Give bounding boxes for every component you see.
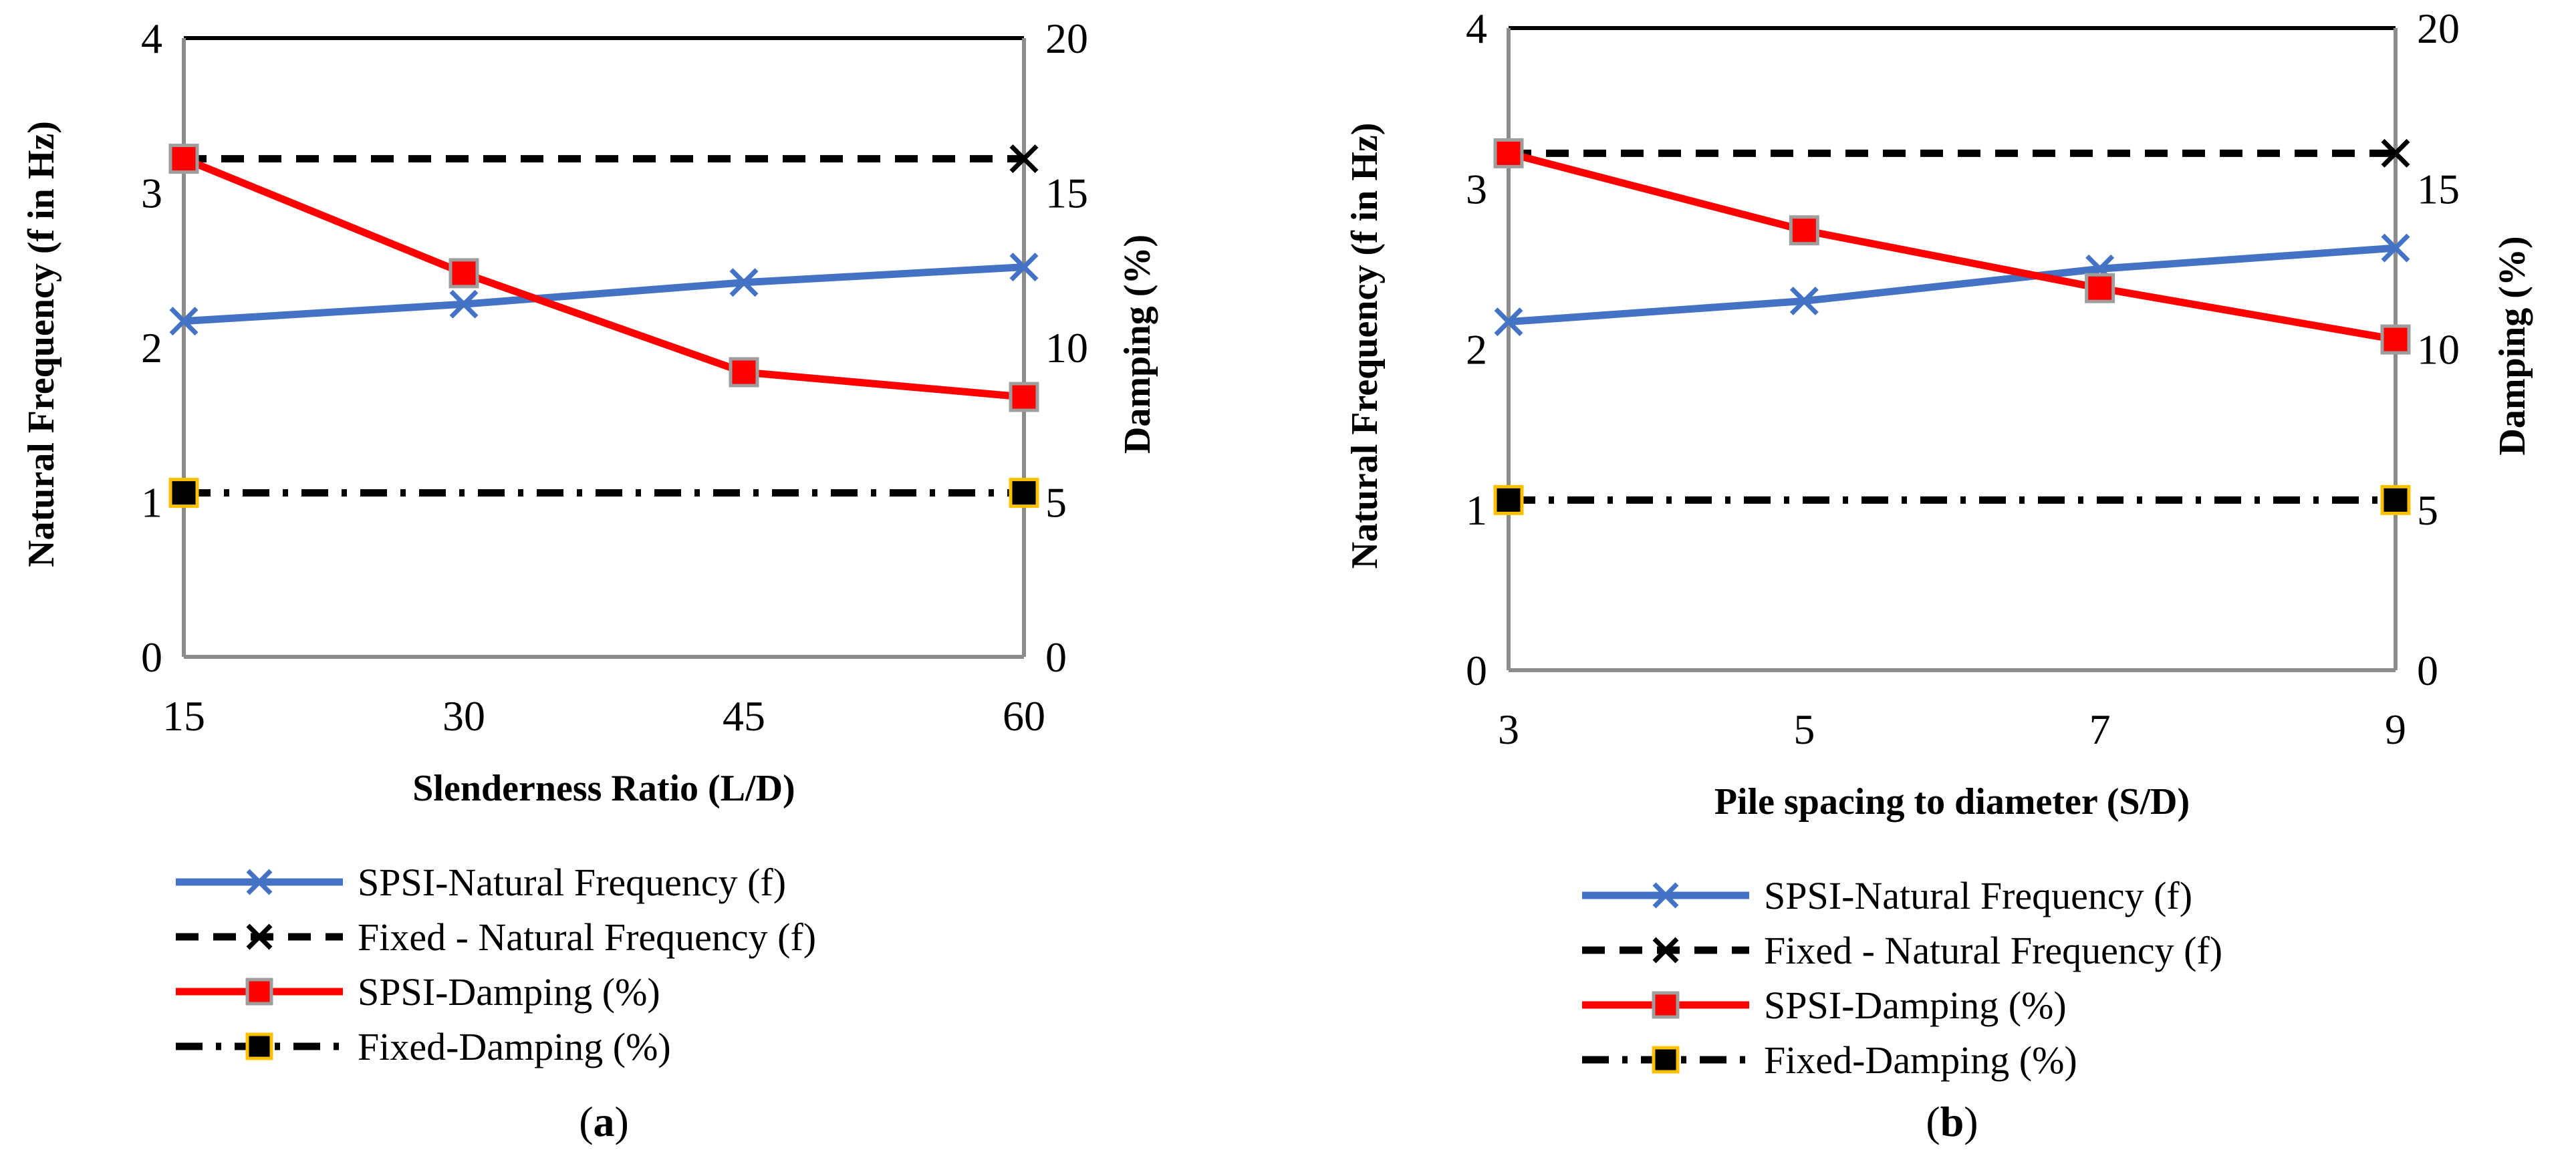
x-tick-label: 45 (723, 692, 765, 740)
data-point-marker (2380, 484, 2411, 515)
data-point-marker (1009, 382, 1039, 412)
data-point-marker (2380, 324, 2411, 355)
x-tick-label: 3 (1498, 706, 1519, 753)
legend-label-2: SPSI-Damping (%) (1764, 984, 2067, 1027)
y-right-tick-label: 10 (2417, 326, 2460, 374)
data-point-marker (729, 357, 759, 388)
chart-b: 0 1 2 3 4 0 5 10 15 20 3 5 7 9 Pile spacing to diamete… (1344, 5, 2533, 1145)
x-tick-label: 5 (1793, 706, 1815, 753)
y-left-tick-label: 1 (1466, 486, 1487, 534)
caption-open-paren: ( (579, 1098, 593, 1145)
y-right-tick-label: 15 (2417, 165, 2460, 212)
data-point-marker (729, 268, 759, 297)
legend-label-1: Fixed - Natural Frequency (f) (1764, 929, 2222, 972)
y-right-tick-label: 5 (1045, 479, 1067, 527)
caption-letter: a (594, 1098, 615, 1145)
legend-marker (1652, 991, 1680, 1019)
series-line-2 (1507, 150, 2396, 343)
chart-panel-a: 0 1 2 3 4 0 5 10 15 20 15 30 45 60 Slenderness Ratio (… (21, 15, 1158, 1145)
series-line-0 (183, 263, 1025, 325)
y-right-tick-label: 10 (1045, 324, 1088, 372)
legend-label-0: SPSI-Natural Frequency (f) (1764, 874, 2192, 917)
y-right-tick-label: 15 (1045, 170, 1088, 217)
y-left-tick-label: 0 (1466, 647, 1487, 694)
data-point-marker (168, 144, 199, 174)
legend-marker (246, 923, 273, 950)
data-point-marker (2085, 273, 2115, 303)
data-point-marker (2381, 233, 2410, 263)
data-point-marker (449, 289, 479, 319)
chart-a: 0 1 2 3 4 0 5 10 15 20 15 30 45 60 Slenderness Ratio (… (21, 15, 1158, 1145)
y-left-axis-title: Natural Frequency (f in Hz) (1344, 123, 1386, 569)
x-tick-label: 7 (2089, 706, 2111, 753)
y-left-axis-title: Natural Frequency (f in Hz) (21, 121, 62, 567)
y-left-tick-label: 2 (141, 324, 162, 372)
y-right-tick-label: 20 (2417, 5, 2460, 52)
series-line-0 (1508, 244, 2396, 326)
y-right-tick-label: 0 (1045, 633, 1067, 681)
y-left-tick-label: 1 (141, 479, 162, 527)
y-left-tick-label: 3 (141, 170, 162, 217)
x-axis-title: Pile spacing to diameter (S/D) (1714, 781, 2190, 823)
data-point-marker (168, 478, 199, 508)
data-point-marker (1009, 144, 1039, 174)
y-left-tick-label: 3 (1466, 165, 1487, 212)
data-point-marker (1493, 138, 1524, 168)
y-left-tick-label: 0 (141, 633, 162, 681)
data-point-marker (1009, 253, 1039, 282)
y-right-tick-label: 5 (2417, 486, 2438, 534)
data-point-marker (1494, 307, 1523, 337)
y-right-axis-title: Damping (%) (2492, 236, 2533, 455)
y-right-axis-title: Damping (%) (1117, 235, 1158, 454)
caption-letter: b (1940, 1098, 1964, 1145)
y-left-tick-label: 4 (141, 15, 162, 62)
chart-panel-b: 0 1 2 3 4 0 5 10 15 20 3 5 7 9 Pile spacing to diamete… (1288, 0, 2576, 1164)
data-point-marker (1789, 286, 1819, 315)
legend-label-2: SPSI-Damping (%) (358, 970, 660, 1014)
data-point-marker (1009, 478, 1039, 508)
legend-marker (1652, 1046, 1680, 1074)
y-left-tick-label: 2 (1466, 326, 1487, 374)
data-point-marker (1493, 484, 1524, 515)
x-tick-label: 15 (162, 692, 205, 740)
data-point-marker (1789, 215, 1819, 246)
caption-open-paren: ( (1926, 1098, 1940, 1145)
series-line-2 (182, 155, 1025, 401)
y-left-tick-label: 4 (1466, 5, 1487, 52)
data-point-marker (448, 258, 479, 289)
legend-marker (1652, 882, 1679, 909)
x-tick-label: 60 (1003, 692, 1045, 740)
x-axis-title: Slenderness Ratio (L/D) (412, 768, 795, 809)
legend-label-3: Fixed-Damping (%) (1764, 1038, 2077, 1082)
legend-label-1: Fixed - Natural Frequency (f) (358, 915, 816, 959)
caption-close-paren: ) (1964, 1098, 1978, 1145)
panel-caption: (a) (579, 1098, 629, 1145)
panel-caption: (b) (1926, 1098, 1978, 1145)
data-point-marker (169, 307, 199, 336)
y-right-tick-label: 20 (1045, 15, 1088, 62)
x-tick-label: 9 (2385, 706, 2406, 753)
y-right-tick-label: 0 (2417, 647, 2438, 694)
legend-label-3: Fixed-Damping (%) (358, 1025, 671, 1068)
x-tick-label: 30 (442, 692, 485, 740)
legend-label-0: SPSI-Natural Frequency (f) (358, 861, 786, 904)
caption-close-paren: ) (615, 1098, 629, 1145)
legend-marker (246, 869, 273, 895)
legend-marker (245, 978, 273, 1006)
data-point-marker (2381, 138, 2410, 168)
legend-marker (245, 1032, 273, 1060)
legend-marker (1652, 937, 1679, 964)
